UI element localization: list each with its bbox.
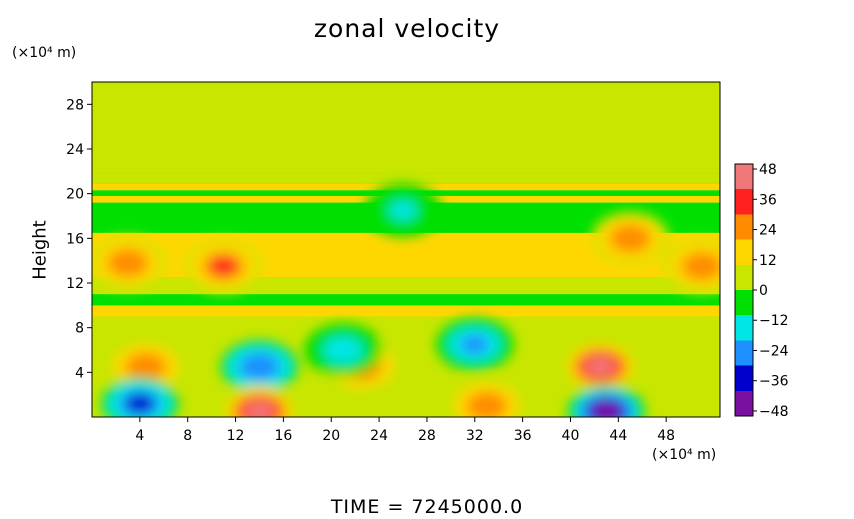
y-tick-label: 16 bbox=[66, 231, 84, 247]
colorbar-tick-label: −36 bbox=[759, 374, 789, 390]
colorbar-gradient bbox=[734, 163, 754, 417]
colorbar-tick-label: 12 bbox=[759, 253, 777, 269]
x-tick-label: 16 bbox=[274, 428, 292, 444]
heatmap-field bbox=[92, 82, 720, 417]
colorbar: 48 36 24 12 0 −12 −24 −36 −48 bbox=[734, 162, 789, 420]
y-tick-label: 8 bbox=[75, 321, 84, 337]
heatmap-feature bbox=[586, 357, 615, 377]
heatmap-feature bbox=[460, 334, 489, 354]
x-unit-label: (×10⁴ m) bbox=[652, 447, 717, 463]
heatmap-features bbox=[92, 183, 720, 417]
x-tick-label: 40 bbox=[562, 428, 580, 444]
heatmap-band bbox=[92, 173, 720, 184]
heatmap-feature bbox=[131, 357, 160, 377]
colorbar-tick-label: −12 bbox=[759, 313, 789, 329]
x-axis: 4 8 12 16 20 24 28 32 36 40 44 48 bbox=[135, 417, 675, 444]
heatmap-feature bbox=[472, 396, 501, 416]
heatmap-feature bbox=[389, 200, 418, 220]
heatmap-feature bbox=[329, 340, 358, 360]
heatmap-feature bbox=[688, 256, 717, 276]
heatmap-band bbox=[92, 277, 720, 295]
x-tick-label: 36 bbox=[514, 428, 532, 444]
colorbar-tick-label: −24 bbox=[759, 343, 789, 359]
y-tick-label: 20 bbox=[66, 187, 84, 203]
x-tick-label: 24 bbox=[370, 428, 388, 444]
heatmap-band bbox=[92, 305, 720, 317]
heatmap-feature bbox=[245, 401, 274, 417]
heatmap-band bbox=[92, 82, 720, 174]
heatmap-band bbox=[92, 294, 720, 306]
x-tick-label: 20 bbox=[322, 428, 340, 444]
heatmap-feature bbox=[616, 228, 645, 248]
y-tick-label: 4 bbox=[75, 365, 84, 381]
x-tick-label: 32 bbox=[466, 428, 484, 444]
y-tick-label: 24 bbox=[66, 142, 84, 158]
heatmap-feature bbox=[245, 357, 274, 377]
heatmap-feature bbox=[113, 253, 142, 273]
y-tick-label: 12 bbox=[66, 276, 84, 292]
x-tick-label: 48 bbox=[657, 428, 675, 444]
colorbar-tick-label: 36 bbox=[759, 192, 777, 208]
colorbar-tick-label: 0 bbox=[759, 283, 768, 299]
y-axis: 4 8 12 16 20 24 28 bbox=[66, 97, 92, 381]
heatmap-feature bbox=[209, 256, 238, 276]
heatmap-feature bbox=[592, 401, 621, 417]
plot-frame bbox=[91, 81, 721, 418]
y-axis-label: Height bbox=[29, 220, 51, 280]
y-unit-label: (×10⁴ m) bbox=[12, 45, 77, 61]
x-tick-label: 44 bbox=[609, 428, 627, 444]
x-tick-label: 12 bbox=[227, 428, 245, 444]
colorbar-ticks: 48 36 24 12 0 −12 −24 −36 −48 bbox=[753, 162, 789, 420]
y-tick-label: 28 bbox=[66, 97, 84, 113]
colorbar-tick-label: 48 bbox=[759, 162, 777, 178]
chart-title: zonal velocity bbox=[313, 14, 501, 43]
x-tick-label: 4 bbox=[135, 428, 144, 444]
heatmap-feature bbox=[125, 394, 154, 414]
colorbar-tick-label: −48 bbox=[759, 404, 789, 420]
colorbar-tick-label: 24 bbox=[759, 223, 777, 239]
x-tick-label: 8 bbox=[183, 428, 192, 444]
x-tick-label: 28 bbox=[418, 428, 436, 444]
time-footer: TIME = 7245000.0 bbox=[330, 496, 524, 518]
